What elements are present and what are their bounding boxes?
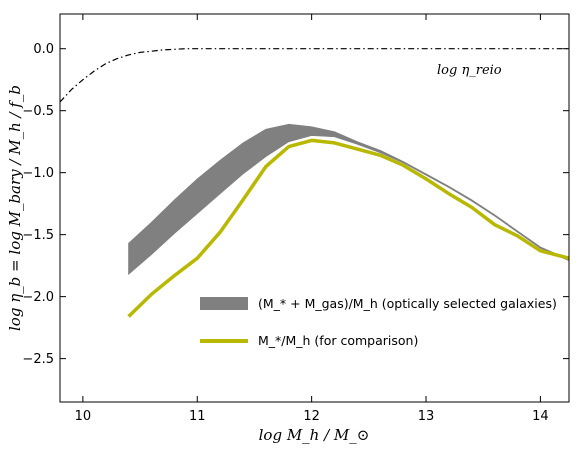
series-line-1 <box>127 138 570 318</box>
x-tick-label-4: 14 <box>532 409 549 424</box>
x-tick-label-0: 10 <box>75 409 92 424</box>
y-tick-label-2: −1.0 <box>22 166 54 181</box>
legend-label-band-text: (M_* + M_gas)/M_h (optically selected ga… <box>258 296 557 311</box>
ticks-layer: 10 11 12 13 14 0.0 −0.5 −1.0 −1.5 −2.0 −2.5 <box>22 14 569 424</box>
legend-label-line-text: M_*/M_h (for comparison) <box>258 333 418 348</box>
plot-frame <box>59 13 570 403</box>
legend-label-line: M_*/M_h (for comparison) <box>258 333 418 348</box>
y-tick-label-5: −2.5 <box>22 352 54 367</box>
y-axis-title: log η_b = log M_bary / M_h / f_b <box>6 85 24 331</box>
x-tick-label-3: 13 <box>418 409 435 424</box>
y-axis-title-text: log η_b = log M_bary / M_h / f_b <box>6 85 24 331</box>
x-tick-label-2: 12 <box>303 409 320 424</box>
y-tick-label-4: −2.0 <box>22 290 54 305</box>
legend: (M_* + M_gas)/M_h (optically selected ga… <box>200 296 557 348</box>
y-tick-label-1: −0.5 <box>22 104 54 119</box>
y-tick-label-3: −1.5 <box>22 228 54 243</box>
series-line-2 <box>59 48 569 103</box>
reio-annotation-text: log η_reio <box>437 63 502 78</box>
x-axis-title: log M_h / M_⊙ <box>259 426 370 444</box>
y-tick-label-0: 0.0 <box>33 42 54 57</box>
legend-label-band: (M_* + M_gas)/M_h (optically selected ga… <box>258 296 557 311</box>
reio-annotation: log η_reio <box>437 63 502 78</box>
x-tick-label-1: 11 <box>189 409 206 424</box>
legend-swatch-band <box>200 297 248 310</box>
x-axis-title-text: log M_h / M_⊙ <box>259 426 370 444</box>
